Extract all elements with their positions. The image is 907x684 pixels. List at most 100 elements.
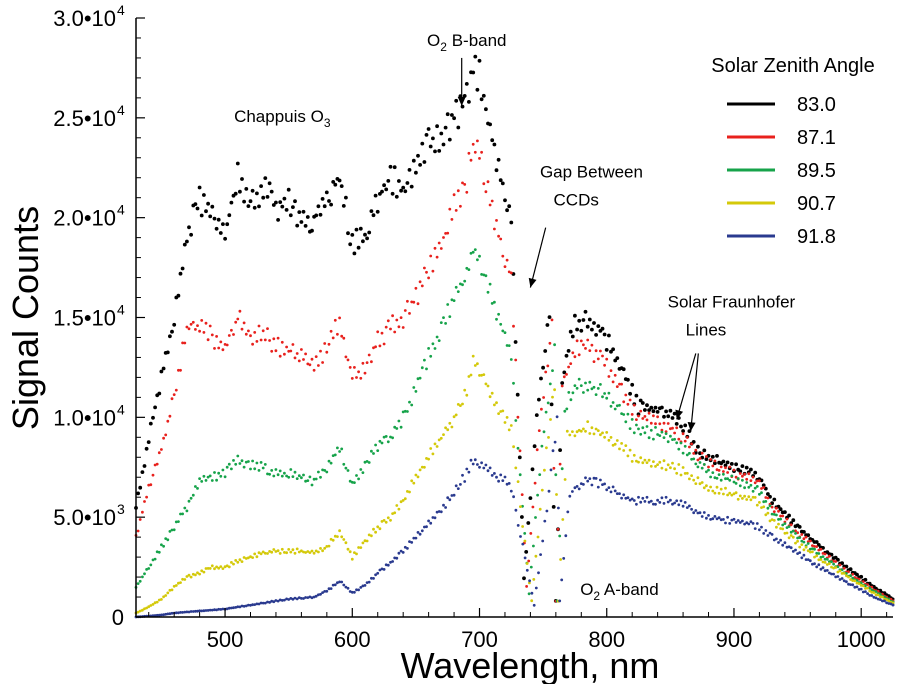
data-point [225,343,229,347]
data-point [378,439,382,443]
data-point [654,465,657,468]
data-point [272,548,276,551]
data-point [819,547,823,551]
data-point [238,605,242,609]
data-point [153,614,157,617]
data-point [236,560,240,564]
data-point [143,572,146,576]
data-point [596,387,600,390]
data-point [253,603,257,606]
data-point [514,466,518,470]
data-point [783,541,787,545]
data-point [370,449,373,453]
data-point [660,466,664,470]
data-point [435,255,439,259]
data-point [582,427,585,431]
data-point [276,336,280,340]
data-point [136,491,141,496]
data-point [340,535,344,539]
data-point [857,577,861,581]
data-point [263,551,267,555]
data-point [414,390,418,393]
data-point [465,266,469,270]
data-point [577,353,581,357]
data-point [732,517,736,521]
data-point [187,610,191,614]
data-point [488,122,492,127]
data-point [427,347,430,350]
data-point [297,550,301,554]
data-point [654,502,657,506]
data-point [399,500,403,504]
data-point [779,527,782,530]
data-point [683,501,687,504]
data-point [283,551,286,554]
data-point [295,597,299,601]
data-point [324,190,329,195]
data-point [507,428,511,432]
data-point [745,481,749,484]
data-point [669,498,672,502]
data-point [310,549,314,553]
data-point [187,499,191,503]
data-point [284,208,289,212]
data-point [579,339,583,343]
data-point [728,478,732,482]
data-point [760,506,763,509]
data-point [418,163,422,167]
data-point [346,469,350,472]
data-point [444,232,447,235]
y-tick-exponent: 4 [117,302,125,318]
data-point [342,583,346,587]
data-point [590,343,594,347]
data-point [618,382,621,386]
data-point [318,212,323,217]
data-point [456,290,460,293]
data-point [571,490,574,493]
data-point [662,421,666,425]
data-point [532,444,537,449]
data-point [613,407,617,411]
data-point [482,273,486,277]
data-point [798,536,802,539]
data-point [200,319,204,322]
data-point [584,429,587,433]
data-point [749,467,753,472]
data-point [590,327,594,332]
data-point [266,600,269,604]
data-point [709,518,712,521]
series-91-8 [134,415,895,619]
data-point [664,430,668,433]
data-point [242,604,246,608]
data-point [187,327,191,331]
y-tick-exponent: 3 [117,501,125,517]
data-point [353,481,356,484]
data-point [736,497,740,501]
data-point [770,505,774,509]
data-point [639,456,643,460]
data-point [336,332,339,336]
data-point [760,525,763,529]
data-point [463,183,467,186]
data-point [261,466,265,470]
data-point [240,560,244,563]
data-point [495,475,498,479]
data-point [698,457,702,460]
data-point [136,610,140,614]
data-point [690,474,693,477]
data-point [722,470,725,473]
data-point [891,603,895,607]
data-point [534,516,537,519]
data-point [170,588,174,592]
data-point [435,124,439,129]
data-point [777,509,780,513]
data-point [516,446,520,450]
data-point [401,410,405,414]
data-point [521,525,524,528]
data-point [546,401,550,405]
data-point [161,366,166,371]
data-point [204,209,208,214]
data-point [611,485,615,489]
data-point [216,217,221,222]
data-point [548,382,552,386]
